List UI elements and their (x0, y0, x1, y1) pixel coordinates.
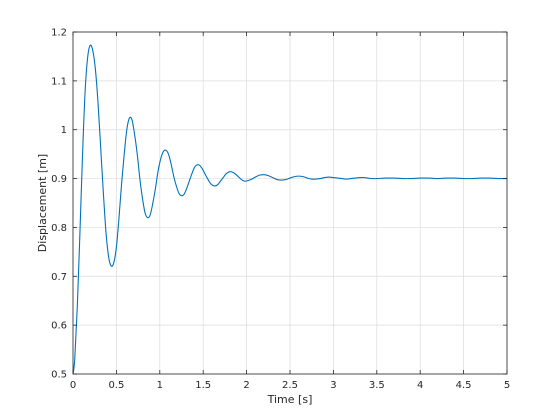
x-tick-label: 2 (243, 380, 249, 391)
x-tick-label: 4 (417, 380, 423, 391)
x-tick-label: 0.5 (108, 380, 124, 391)
y-tick-label: 0.9 (51, 174, 67, 185)
y-tick-labels: 0.5 0.6 0.7 0.8 0.9 1 1.1 1.2 (51, 28, 67, 381)
y-tick-label: 0.5 (51, 370, 67, 381)
x-axis-label: Time [s] (267, 393, 313, 406)
displacement-series-line (72, 44, 508, 375)
y-tick-label: 1.1 (51, 76, 67, 87)
x-tick-label: 3.5 (369, 380, 385, 391)
y-axis-label: Displacement [m] (36, 154, 49, 252)
x-tick-label: 2.5 (282, 380, 298, 391)
y-tick-label: 1 (61, 125, 67, 136)
x-tick-label: 1.5 (195, 380, 211, 391)
x-tick-label: 1 (157, 380, 163, 391)
x-tick-label: 3 (330, 380, 336, 391)
x-tick-label: 5 (504, 380, 510, 391)
axis-ticks (72, 31, 508, 375)
y-tick-label: 0.7 (51, 272, 67, 283)
y-tick-label: 1.2 (51, 28, 67, 39)
series-layer (72, 44, 508, 375)
x-tick-labels: 0 0.5 1 1.5 2 2.5 3 3.5 4 4.5 5 (70, 380, 510, 391)
y-tick-label: 0.8 (51, 223, 67, 234)
x-tick-label: 4.5 (456, 380, 472, 391)
y-tick-label: 0.6 (51, 321, 67, 332)
x-tick-label: 0 (70, 380, 76, 391)
